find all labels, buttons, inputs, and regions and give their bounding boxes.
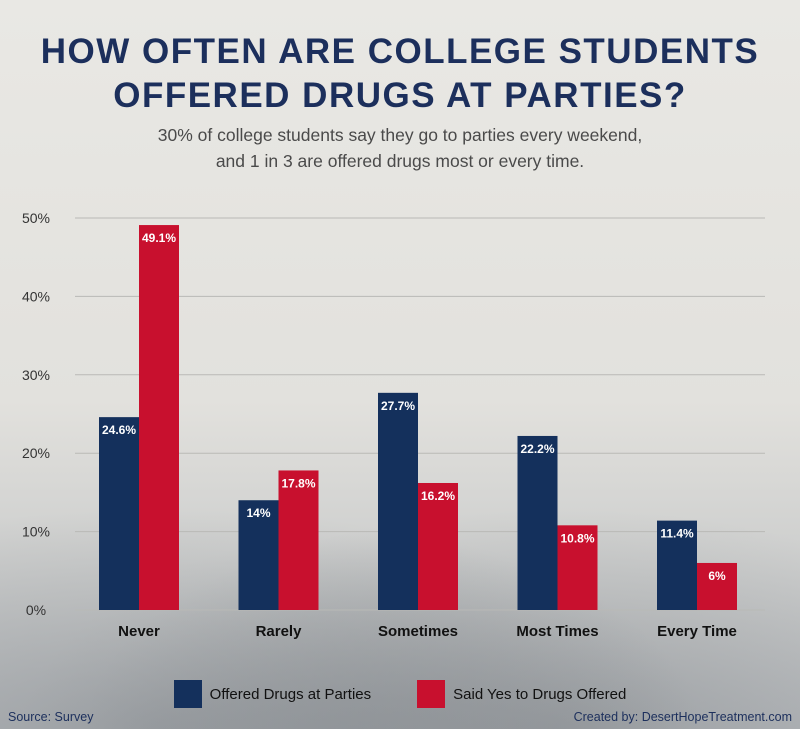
subtitle-line-2: and 1 in 3 are offered drugs most or eve… (215, 151, 585, 171)
x-tick-label: Rarely (256, 623, 303, 640)
data-label: 17.8% (281, 476, 315, 490)
data-label: 49.1% (142, 231, 176, 245)
data-label: 6% (708, 569, 726, 583)
title-line-1: HOW OFTEN ARE COLLEGE STUDENTS (40, 32, 760, 71)
chart-title: HOW OFTEN ARE COLLEGE STUDENTS OFFERED D… (0, 30, 800, 118)
bar (139, 225, 179, 610)
bar (697, 562, 737, 610)
x-tick-label: Never (118, 623, 160, 640)
x-tick-label: Most Times (516, 623, 598, 640)
data-label: 24.6% (102, 423, 136, 437)
data-label: 22.2% (520, 442, 554, 456)
legend-swatch-said-yes (417, 680, 446, 708)
credit-note: Created by: DesertHopeTreatment.com (573, 710, 792, 724)
legend-label-offered: Offered Drugs at Parties (209, 685, 372, 703)
legend-swatch-offered (173, 680, 202, 708)
y-tick-label: 50% (22, 210, 50, 226)
legend-label-said-yes: Said Yes to Drugs Offered (453, 685, 627, 703)
title-line-2: OFFERED DRUGS AT PARTIES? (113, 76, 687, 115)
data-label: 11.4% (660, 527, 694, 541)
subtitle-line-1: 30% of college students say they go to p… (157, 125, 643, 145)
y-tick-label: 10% (22, 524, 50, 540)
y-tick-label: 30% (22, 367, 50, 383)
x-tick-label: Every Time (657, 623, 737, 640)
bar (99, 417, 139, 610)
bar (238, 500, 279, 610)
data-label: 10.8% (560, 531, 594, 545)
data-label: 16.2% (421, 489, 455, 503)
bar (517, 435, 558, 610)
bar (557, 525, 598, 610)
legend-item-offered: Offered Drugs at Parties (173, 680, 372, 708)
source-note: Source: Survey (8, 710, 94, 724)
data-label: 14% (246, 506, 270, 520)
data-label: 27.7% (381, 399, 415, 413)
legend-item-said-yes: Said Yes to Drugs Offered (417, 680, 626, 708)
bar (418, 482, 458, 610)
x-tick-label: Sometimes (378, 623, 458, 640)
y-tick-label: 20% (22, 445, 50, 461)
y-tick-label: 40% (22, 288, 50, 304)
bar (378, 392, 418, 610)
chart-subtitle: 30% of college students say they go to p… (0, 122, 800, 174)
legend: Offered Drugs at Parties Said Yes to Dru… (0, 680, 800, 708)
bar (657, 520, 697, 610)
bar (278, 470, 319, 610)
y-tick-label: 0% (26, 602, 46, 618)
